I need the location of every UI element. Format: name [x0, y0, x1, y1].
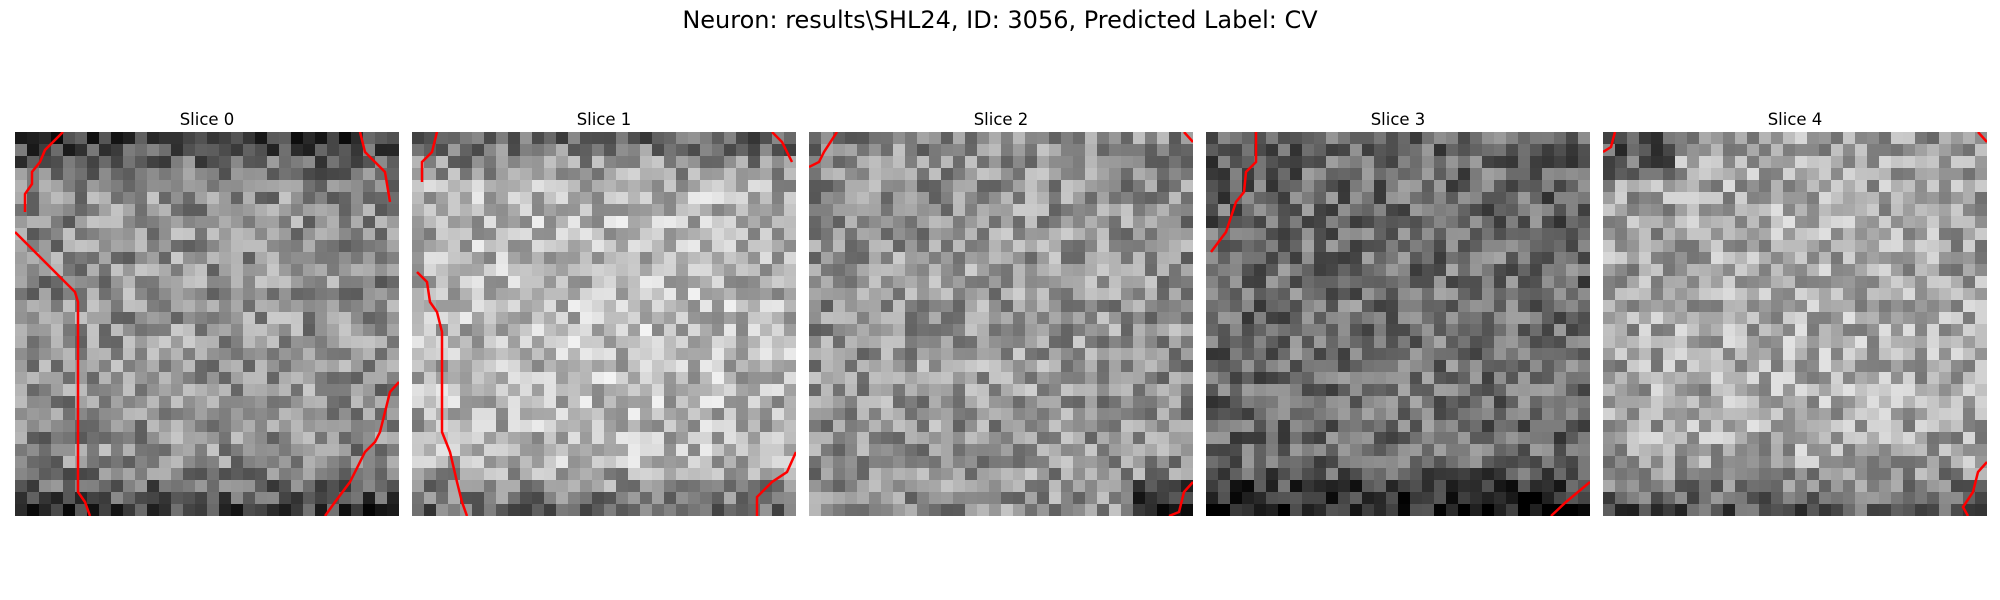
- slice-panel-0: Slice 0: [15, 108, 399, 516]
- contour-line-2-2: [1168, 481, 1193, 516]
- slice-image-3: [1206, 132, 1590, 516]
- slice-title-4: Slice 4: [1767, 110, 1823, 129]
- slice-title-0: Slice 0: [179, 110, 235, 129]
- slice-panel-2: Slice 2: [809, 108, 1193, 516]
- slice-panel-1: Slice 1: [412, 108, 796, 516]
- slice-panel-3: Slice 3: [1206, 108, 1590, 516]
- slice-title-3: Slice 3: [1370, 110, 1426, 129]
- contour-line-0-3: [323, 381, 399, 516]
- contour-line-2-1: [1183, 132, 1193, 143]
- slice-image-0: [15, 132, 399, 516]
- contour-line-1-2: [771, 132, 794, 163]
- contour-line-0-2: [358, 132, 392, 203]
- contour-line-4-0: [1603, 132, 1617, 154]
- contour-line-1-1: [416, 271, 469, 516]
- contour-line-0-1: [15, 231, 92, 516]
- contour-line-0-0: [23, 132, 64, 212]
- slice-image-1: [412, 132, 796, 516]
- slice-image-2: [809, 132, 1193, 516]
- contour-line-4-2: [1961, 461, 1987, 516]
- slice-title-2: Slice 2: [973, 110, 1029, 129]
- slice-image-4: [1603, 132, 1987, 516]
- contour-line-4-1: [1977, 132, 1987, 143]
- contour-line-3-1: [1550, 481, 1590, 516]
- contour-line-2-0: [809, 132, 839, 169]
- contour-line-1-0: [420, 132, 439, 182]
- slice-title-1: Slice 1: [576, 110, 632, 129]
- figure-title: Neuron: results\SHL24, ID: 3056, Predict…: [682, 6, 1318, 34]
- slice-panel-4: Slice 4: [1603, 108, 1987, 516]
- contour-line-3-0: [1210, 132, 1258, 253]
- contour-line-1-3: [755, 451, 796, 516]
